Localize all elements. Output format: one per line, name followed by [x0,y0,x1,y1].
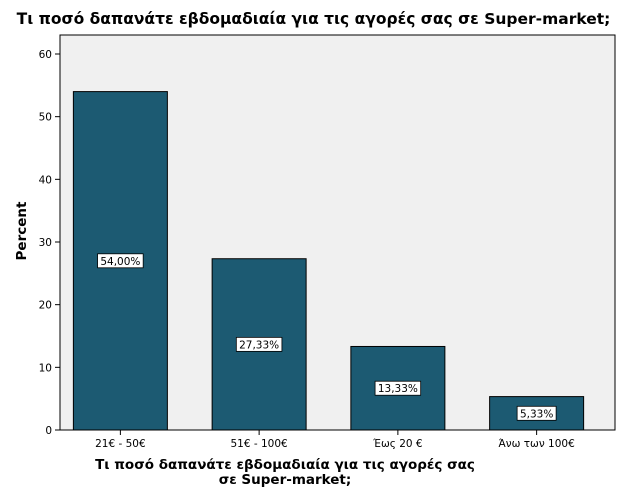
bars-group: 54,00% 27,33% 13,33% 5,33% [72,91,585,431]
y-tick-label: 40 [39,174,52,186]
data-label: 27,33% [239,339,279,351]
data-label: 5,33% [520,408,553,420]
x-axis-label: Τι ποσό δαπανάτε εβδομαδιαία για τις αγο… [95,457,475,488]
y-tick-label: 50 [39,112,52,124]
data-label-box [235,336,283,352]
data-label: 13,33% [378,383,418,395]
x-axis: 21€ - 50€ 51€ - 100€ Έως 20 € Άνω των 100€ [95,430,575,450]
y-tick-label: 30 [39,237,52,249]
x-tick-label: Άνω των 100€ [498,438,574,450]
x-tick-label: 51€ - 100€ [231,438,288,450]
data-label-box [516,405,557,421]
data-label-box [374,380,422,396]
data-label-box [97,253,144,269]
x-tick-label: 21€ - 50€ [95,438,146,450]
y-tick-label: 10 [39,362,52,374]
y-tick-label: 60 [39,49,52,61]
y-tick-label: 0 [45,425,52,437]
data-label: 54,00% [100,256,140,268]
chart-title: Τι ποσό δαπανάτε εβδομαδιαία για τις αγο… [16,10,611,28]
y-tick-label: 20 [39,300,52,312]
x-tick-label: Έως 20 € [372,438,423,450]
y-axis-label: Percent [14,201,30,261]
y-axis: 0 10 20 30 40 50 60 [39,49,60,437]
